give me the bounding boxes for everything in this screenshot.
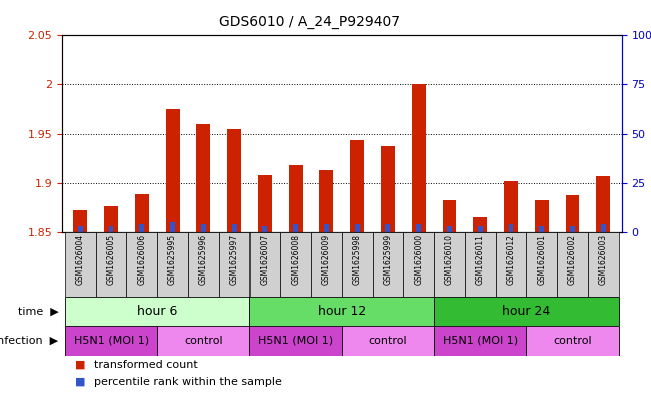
FancyBboxPatch shape (527, 326, 618, 356)
FancyBboxPatch shape (404, 232, 434, 297)
Text: GSM1625997: GSM1625997 (230, 234, 239, 285)
FancyBboxPatch shape (465, 232, 495, 297)
Bar (232, 224, 236, 232)
Bar (539, 226, 544, 232)
Text: GSM1625998: GSM1625998 (353, 234, 362, 285)
Bar (350, 140, 364, 232)
Text: GSM1625999: GSM1625999 (383, 234, 393, 285)
Text: GSM1625996: GSM1625996 (199, 234, 208, 285)
Text: GSM1626005: GSM1626005 (107, 234, 116, 285)
Bar (104, 206, 118, 232)
Bar (78, 226, 83, 232)
FancyBboxPatch shape (249, 232, 280, 297)
Text: control: control (184, 336, 223, 346)
Bar (504, 181, 518, 232)
Text: GSM1626001: GSM1626001 (537, 234, 546, 285)
Text: GSM1626002: GSM1626002 (568, 234, 577, 285)
FancyBboxPatch shape (495, 232, 526, 297)
Bar (258, 175, 271, 232)
FancyBboxPatch shape (158, 232, 188, 297)
Bar (201, 224, 206, 232)
Text: GSM1626010: GSM1626010 (445, 234, 454, 285)
Bar (293, 224, 298, 232)
Text: GSM1626007: GSM1626007 (260, 234, 270, 285)
Bar (601, 224, 605, 232)
Bar (262, 226, 268, 232)
Text: GDS6010 / A_24_P929407: GDS6010 / A_24_P929407 (219, 15, 400, 29)
FancyBboxPatch shape (557, 232, 588, 297)
FancyBboxPatch shape (157, 326, 249, 356)
FancyBboxPatch shape (434, 326, 527, 356)
FancyBboxPatch shape (65, 297, 249, 326)
FancyBboxPatch shape (434, 297, 618, 326)
Bar (473, 217, 487, 232)
Text: percentile rank within the sample: percentile rank within the sample (94, 377, 283, 387)
Bar (109, 226, 113, 232)
Bar (324, 224, 329, 232)
Bar (596, 176, 610, 232)
FancyBboxPatch shape (281, 232, 311, 297)
Text: GSM1626000: GSM1626000 (414, 234, 423, 285)
Bar (165, 109, 180, 232)
FancyBboxPatch shape (372, 232, 403, 297)
Bar (197, 124, 210, 232)
FancyBboxPatch shape (249, 326, 342, 356)
Bar (385, 224, 391, 232)
Bar (478, 226, 482, 232)
Text: H5N1 (MOI 1): H5N1 (MOI 1) (258, 336, 333, 346)
FancyBboxPatch shape (126, 232, 157, 297)
Bar (508, 224, 514, 232)
FancyBboxPatch shape (96, 232, 126, 297)
FancyBboxPatch shape (434, 232, 465, 297)
Bar (566, 195, 579, 232)
Bar (139, 224, 145, 232)
Text: GSM1626003: GSM1626003 (599, 234, 608, 285)
FancyBboxPatch shape (311, 232, 342, 297)
Text: ■: ■ (75, 360, 85, 370)
FancyBboxPatch shape (65, 232, 96, 297)
Bar (381, 146, 395, 232)
Text: ■: ■ (75, 377, 85, 387)
Text: control: control (368, 336, 408, 346)
Bar (74, 210, 87, 232)
Bar (570, 226, 575, 232)
Bar (135, 193, 148, 232)
Bar (227, 129, 241, 232)
Bar (288, 165, 303, 232)
Text: control: control (553, 336, 592, 346)
Text: hour 6: hour 6 (137, 305, 177, 318)
Bar (443, 200, 456, 232)
Bar (416, 224, 421, 232)
FancyBboxPatch shape (342, 326, 434, 356)
Text: GSM1626006: GSM1626006 (137, 234, 146, 285)
Text: hour 12: hour 12 (318, 305, 366, 318)
Text: hour 24: hour 24 (502, 305, 551, 318)
Bar (535, 200, 549, 232)
FancyBboxPatch shape (65, 326, 157, 356)
Text: time  ▶: time ▶ (18, 307, 59, 316)
Text: GSM1626008: GSM1626008 (291, 234, 300, 285)
Text: H5N1 (MOI 1): H5N1 (MOI 1) (443, 336, 518, 346)
FancyBboxPatch shape (588, 232, 618, 297)
Text: GSM1626012: GSM1626012 (506, 234, 516, 285)
Text: H5N1 (MOI 1): H5N1 (MOI 1) (74, 336, 148, 346)
Text: GSM1625995: GSM1625995 (168, 234, 177, 285)
Text: transformed count: transformed count (94, 360, 198, 370)
Bar (411, 84, 426, 232)
Text: GSM1626009: GSM1626009 (322, 234, 331, 285)
FancyBboxPatch shape (219, 232, 249, 297)
Text: infection  ▶: infection ▶ (0, 336, 59, 346)
Text: GSM1626011: GSM1626011 (476, 234, 485, 285)
FancyBboxPatch shape (527, 232, 557, 297)
FancyBboxPatch shape (188, 232, 219, 297)
Bar (447, 226, 452, 232)
Bar (170, 222, 175, 232)
FancyBboxPatch shape (249, 297, 434, 326)
Text: GSM1626004: GSM1626004 (76, 234, 85, 285)
FancyBboxPatch shape (342, 232, 372, 297)
Bar (320, 170, 333, 232)
Bar (355, 224, 359, 232)
